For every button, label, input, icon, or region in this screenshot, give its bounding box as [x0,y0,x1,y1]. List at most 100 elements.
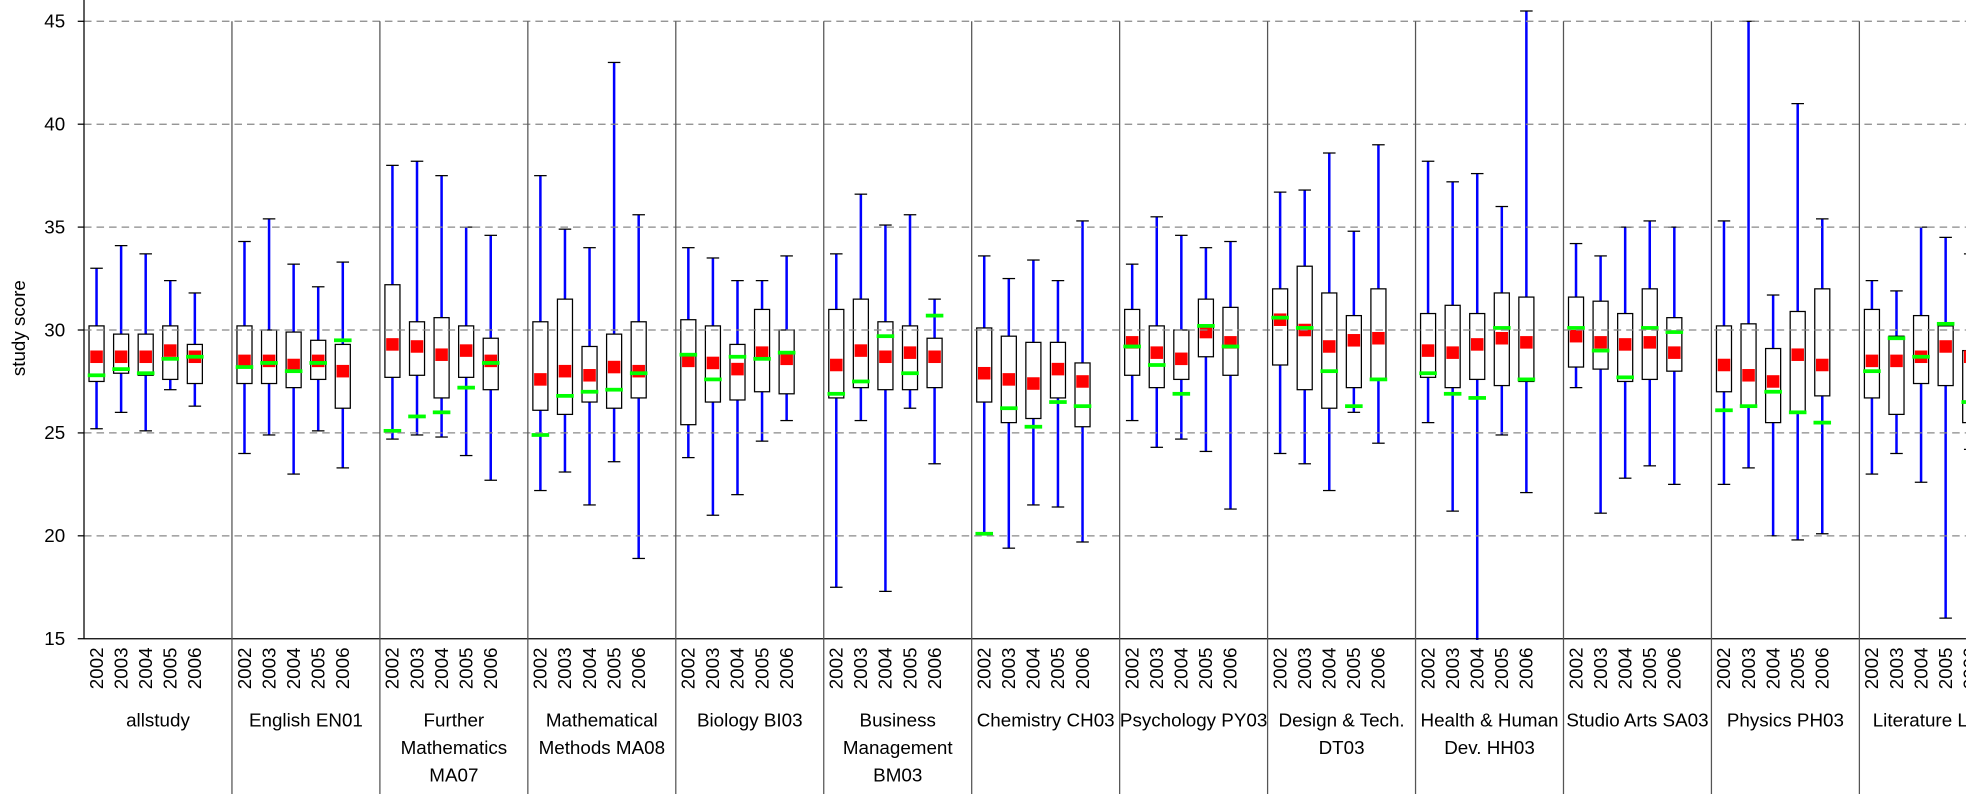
year-label: 2006 [1220,647,1241,689]
year-label: 2003 [702,647,723,689]
green-marker [1493,326,1511,330]
box [186,343,203,385]
mean-marker [632,364,645,378]
year-label: 2005 [455,647,476,689]
mean-marker [1569,329,1583,343]
box [852,298,870,389]
green-marker [728,354,747,359]
box [1345,314,1363,389]
green-marker [901,371,919,376]
year-label: 2004 [1466,647,1487,689]
year-label: 2002 [1565,647,1586,689]
mean-marker [484,354,498,368]
group-label: Mathematical Methods MA08 [538,710,666,759]
year-label: 2004 [283,647,304,689]
mean-marker [903,346,917,359]
mean-marker [583,369,596,382]
green-marker [531,433,550,437]
year-label: 2005 [1343,647,1364,689]
group-label: Further Mathematics MA07 [400,710,508,787]
box [1789,310,1806,413]
year-label: 2004 [875,647,896,689]
box [1666,317,1683,372]
year-label: 2003 [554,647,575,689]
year-label: 2002 [530,647,551,689]
y-tick-label: 25 [44,422,65,443]
mean-marker [238,354,251,368]
year-label: 2002 [826,647,847,689]
box [1912,314,1930,385]
year-label: 2004 [1762,647,1783,689]
mean-marker [435,348,448,361]
box [1271,288,1289,366]
green-marker [925,313,944,318]
mean-marker [1495,331,1509,345]
year-label: 2003 [258,647,279,689]
year-label: 2004 [579,647,600,689]
mean-marker [1347,334,1361,347]
year-label: 2005 [1195,647,1216,689]
mean-marker [1520,336,1533,349]
box [1863,308,1881,399]
y-tick-label: 20 [44,525,65,546]
mean-marker [607,360,621,374]
group-label: Literature LI01 [1872,710,1966,732]
green-marker [161,356,180,361]
year-label: 2005 [603,647,624,689]
green-marker [1073,404,1092,409]
mean-marker [1865,354,1879,368]
mean-marker [139,350,152,364]
y-tick-label: 45 [44,11,65,32]
green-marker [1764,389,1782,394]
mean-marker [114,350,128,364]
mean-marker [1791,348,1804,361]
year-label: 2003 [1146,647,1167,689]
mean-marker [336,364,350,378]
green-marker [1419,371,1437,376]
year-label: 2003 [406,647,427,689]
group-label: English EN01 [248,710,363,732]
green-marker [383,428,402,433]
mean-marker [731,362,744,376]
mean-marker [1816,358,1829,372]
group-label: Physics PH03 [1726,710,1844,732]
year-label: 2005 [160,647,181,689]
year-label: 2004 [1023,647,1044,689]
year-label: 2002 [86,647,107,689]
mean-marker [558,364,572,378]
green-marker [1024,424,1043,429]
mean-marker [1643,336,1657,349]
box [1740,323,1757,407]
green-marker [1813,420,1832,425]
mean-marker [1323,340,1336,353]
mean-marker [1939,340,1952,353]
year-label: 2005 [1787,647,1808,689]
group-label: Studio Arts SA03 [1566,710,1709,732]
mean-marker [1963,350,1966,364]
year-label: 2004 [1319,647,1340,689]
box [384,284,401,378]
year-label: 2002 [1417,647,1438,689]
year-label: 2003 [1442,647,1463,689]
year-label: 2006 [1516,647,1537,689]
green-marker [284,369,303,374]
mean-marker [1002,373,1016,386]
green-marker [136,371,155,376]
year-label: 2006 [1812,647,1833,689]
group-label: Biology BI03 [696,710,803,732]
year-label: 2006 [332,647,353,689]
green-marker [1912,354,1930,359]
green-marker [1320,369,1339,374]
year-label: 2006 [628,647,649,689]
box [532,321,549,411]
year-label: 2006 [1072,647,1093,689]
green-marker [556,393,574,398]
plot-area [87,10,1966,640]
green-marker [1863,369,1881,374]
box [1962,349,1966,424]
green-marker [679,352,698,357]
mean-marker [1668,346,1681,359]
mean-marker [706,356,720,370]
mean-marker [879,350,892,364]
year-label: 2005 [1491,647,1512,689]
